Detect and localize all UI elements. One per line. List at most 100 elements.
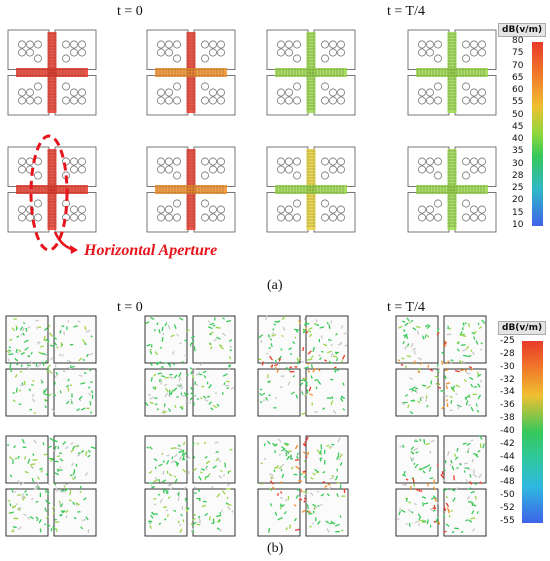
current-vector bbox=[278, 466, 282, 470]
current-vector bbox=[48, 332, 53, 337]
current-vector bbox=[461, 360, 465, 364]
colorbar-a-tick-label: 35 bbox=[512, 146, 524, 157]
current-vector bbox=[193, 513, 197, 517]
current-vector bbox=[207, 395, 211, 398]
current-vector bbox=[212, 465, 217, 469]
current-vector bbox=[168, 473, 173, 477]
current-vector bbox=[31, 497, 34, 501]
current-vector bbox=[470, 383, 474, 388]
via-circle bbox=[321, 96, 329, 105]
current-vector bbox=[269, 473, 274, 477]
current-vector bbox=[289, 366, 293, 369]
current-vector bbox=[155, 361, 159, 366]
current-vector bbox=[467, 487, 472, 490]
current-vector bbox=[190, 392, 195, 397]
via-circle bbox=[173, 40, 181, 49]
current-vector bbox=[45, 515, 49, 519]
current-vector bbox=[265, 315, 268, 320]
current-vector bbox=[32, 379, 35, 382]
current-vector bbox=[413, 483, 416, 487]
current-vector bbox=[336, 368, 340, 372]
via-circle bbox=[293, 199, 301, 208]
current-vector bbox=[303, 493, 307, 497]
current-vector bbox=[27, 326, 31, 329]
current-vector bbox=[158, 463, 163, 467]
current-vector bbox=[475, 340, 479, 345]
current-vector bbox=[12, 526, 17, 529]
current-vector bbox=[148, 520, 153, 523]
current-vector bbox=[470, 368, 474, 371]
current-vector bbox=[424, 502, 429, 505]
current-vector bbox=[158, 329, 161, 334]
via-circle bbox=[209, 96, 217, 105]
current-vector bbox=[417, 522, 421, 526]
surface-current-diagram bbox=[5, 435, 97, 537]
via-circle bbox=[173, 171, 181, 180]
via-circle bbox=[285, 96, 293, 105]
current-vector bbox=[192, 467, 197, 472]
current-vector bbox=[320, 350, 324, 353]
current-vector bbox=[309, 393, 314, 396]
current-vector bbox=[54, 472, 60, 476]
current-vector bbox=[42, 361, 45, 366]
current-vector bbox=[221, 509, 224, 513]
current-vector bbox=[49, 371, 53, 375]
current-vector bbox=[402, 444, 405, 448]
current-vector bbox=[213, 338, 218, 342]
colorbar-a-tick-label: 25 bbox=[512, 183, 524, 194]
current-vector bbox=[36, 363, 42, 368]
via-circle bbox=[217, 205, 225, 214]
current-vector bbox=[161, 452, 164, 456]
current-vector bbox=[316, 490, 320, 493]
current-vector bbox=[332, 409, 337, 415]
current-vector bbox=[456, 466, 459, 470]
current-vector bbox=[65, 384, 70, 388]
current-vector bbox=[176, 333, 180, 337]
current-vector bbox=[196, 523, 201, 526]
current-vector bbox=[276, 492, 279, 496]
current-vector bbox=[326, 444, 330, 447]
current-vector bbox=[478, 434, 483, 440]
colorbar-b-tick-label: -50 bbox=[500, 490, 515, 501]
current-vector bbox=[267, 334, 271, 338]
current-vector bbox=[47, 445, 53, 449]
current-vector bbox=[36, 482, 39, 488]
current-vector bbox=[167, 514, 169, 517]
current-vector bbox=[293, 503, 297, 507]
current-vector bbox=[60, 489, 65, 492]
current-vector bbox=[417, 370, 421, 374]
current-vector bbox=[204, 475, 210, 479]
current-vector bbox=[197, 521, 202, 524]
current-vector bbox=[398, 325, 403, 329]
current-vector bbox=[89, 400, 92, 404]
current-vector bbox=[423, 438, 426, 444]
current-vector bbox=[478, 473, 482, 479]
current-vector bbox=[32, 453, 35, 456]
current-vector bbox=[286, 455, 291, 461]
via-circle bbox=[434, 199, 442, 208]
via-circle bbox=[217, 40, 225, 49]
current-vector bbox=[470, 406, 474, 412]
colorbar-b-tick-label: -52 bbox=[500, 503, 515, 514]
current-vector bbox=[72, 471, 76, 476]
current-vector bbox=[77, 452, 81, 455]
current-vector bbox=[20, 351, 25, 356]
via-circle bbox=[434, 96, 442, 105]
current-vector bbox=[77, 320, 81, 323]
current-vector bbox=[460, 369, 465, 372]
current-vector bbox=[167, 324, 171, 330]
current-vector bbox=[452, 497, 456, 502]
via-circle bbox=[78, 157, 86, 166]
current-vector bbox=[17, 526, 22, 531]
via-circle bbox=[462, 157, 470, 166]
current-vector bbox=[19, 384, 24, 387]
via-circle bbox=[18, 205, 26, 214]
current-vector bbox=[326, 350, 332, 354]
current-vector bbox=[30, 351, 33, 355]
metal-patch bbox=[257, 315, 301, 364]
via-circle bbox=[18, 96, 26, 105]
current-vector bbox=[145, 402, 149, 407]
current-vector bbox=[14, 357, 18, 362]
horizontal-aperture-field bbox=[275, 185, 347, 194]
current-vector bbox=[259, 392, 263, 397]
